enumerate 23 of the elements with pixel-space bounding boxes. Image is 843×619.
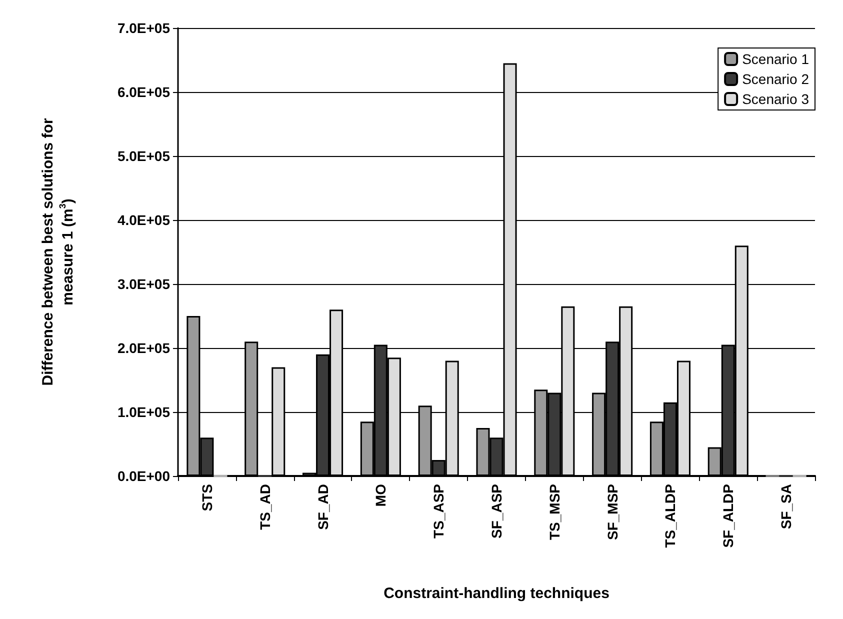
x-tick-label: SF_MSP [604,484,620,540]
y-tick-label: 3.0E+05 [117,276,170,292]
x-tick-label: SF_ALDP [720,484,736,548]
legend-label: Scenario 3 [742,91,810,107]
legend-label: Scenario 1 [742,51,810,67]
x-axis-title: Constraint-handling techniques [384,585,610,602]
y-tick-label: 6.0E+05 [117,84,170,100]
x-tick-label: STS [198,484,215,512]
x-tick-label: MO [372,484,389,507]
x-tick-label: TS_ASP [430,484,447,538]
x-tick-label: SF_AD [314,484,331,530]
y-tick-label: 0.0E+00 [117,468,170,484]
y-tick-label: 7.0E+05 [117,20,170,36]
x-tick-label: TS_MSP [546,484,562,540]
x-tick-label: TS_AD [256,484,273,530]
x-tick-label: TS_ALDP [662,484,678,548]
y-tick-label: 2.0E+05 [117,340,170,356]
legend-label: Scenario 2 [742,71,810,87]
y-tick-label: 4.0E+05 [117,212,170,228]
x-tick-label: SF_ASP [488,484,504,538]
y-tick-label: 5.0E+05 [117,148,170,164]
y-tick-label: 1.0E+05 [117,404,170,420]
x-tick-label: SF_SA [778,484,794,530]
